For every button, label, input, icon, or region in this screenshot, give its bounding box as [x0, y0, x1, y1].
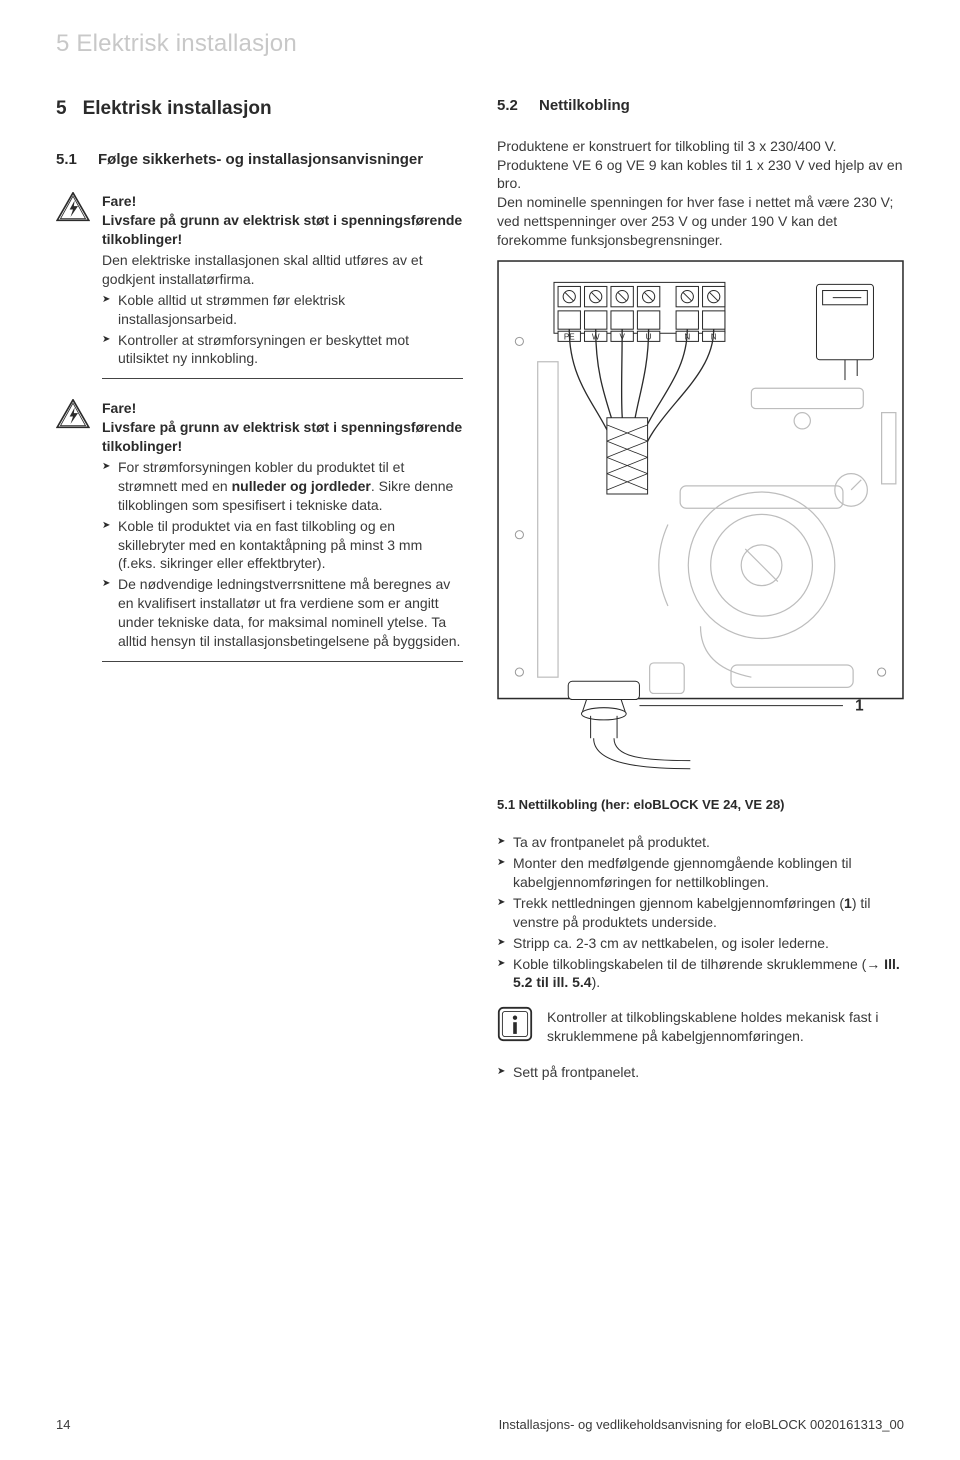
info-icon	[497, 1006, 533, 1047]
page-number: 14	[56, 1416, 70, 1434]
step-item: Sett på frontpanelet.	[497, 1063, 904, 1082]
danger-box-2: Fare! Livsfare på grunn av elektrisk stø…	[56, 399, 463, 662]
final-step-list: Sett på frontpanelet.	[497, 1063, 904, 1082]
fare-title: Fare!	[102, 192, 463, 211]
fare-bullet: Koble til produktet via en fast tilkobli…	[102, 517, 463, 574]
left-column: 5 Elektrisk installasjon 5.1 Følge sikke…	[56, 96, 463, 1082]
intro-paragraph: Produktene er konstruert for tilkobling …	[497, 137, 904, 250]
step-list: Ta av frontpanelet på produktet. Monter …	[497, 833, 904, 992]
two-column-layout: 5 Elektrisk installasjon 5.1 Følge sikke…	[56, 96, 904, 1082]
fare-subtitle: Livsfare på grunn av elektrisk støt i sp…	[102, 211, 463, 249]
right-column: 5.2 Nettilkobling Produktene er konstrue…	[497, 96, 904, 1082]
fare-title: Fare!	[102, 399, 463, 418]
figure-caption: 5.1 Nettilkobling (her: eloBLOCK VE 24, …	[497, 796, 904, 814]
doc-reference: Installasjons- og vedlikeholdsanvisning …	[499, 1416, 904, 1434]
danger-box-1: Fare! Livsfare på grunn av elektrisk stø…	[56, 192, 463, 379]
wiring-diagram: PE W V U N N	[497, 260, 904, 778]
section-number: 5	[56, 96, 67, 122]
step-item: Koble tilkoblingskabelen til de tilhøren…	[497, 955, 904, 993]
svg-text:1: 1	[855, 698, 864, 715]
running-header: 5 Elektrisk installasjon	[56, 28, 904, 60]
info-box: Kontroller at tilkoblingskablene holdes …	[497, 1006, 904, 1047]
fare-bullet: For strømforsyningen kobler du produktet…	[102, 458, 463, 515]
page-footer: 14 Installasjons- og vedlikeholdsanvisni…	[56, 1416, 904, 1434]
section-5-1-heading: 5.1 Følge sikkerhets- og installasjonsan…	[56, 150, 463, 170]
section-5-2-heading: 5.2 Nettilkobling	[497, 96, 904, 116]
section-title: Elektrisk installasjon	[83, 96, 272, 122]
fare-bullet: Koble alltid ut strømmen før elektrisk i…	[102, 291, 463, 329]
fare-bullet: Kontroller at strømforsyningen er beskyt…	[102, 331, 463, 369]
electric-hazard-icon	[56, 399, 90, 429]
info-text: Kontroller at tilkoblingskablene holdes …	[547, 1006, 904, 1047]
subsection-number: 5.2	[497, 96, 525, 116]
step-item: Stripp ca. 2-3 cm av nettkabelen, og iso…	[497, 934, 904, 953]
step-item: Ta av frontpanelet på produktet.	[497, 833, 904, 852]
electric-hazard-icon	[56, 192, 90, 222]
subsection-title: Nettilkobling	[539, 96, 630, 116]
rule	[102, 378, 463, 379]
fare-paragraph: Den elektriske installasjonen skal allti…	[102, 251, 463, 289]
rule	[102, 661, 463, 662]
fare-bullet: De nødvendige ledningstverrsnittene må b…	[102, 575, 463, 651]
subsection-number: 5.1	[56, 150, 84, 170]
subsection-title: Følge sikkerhets- og installasjonsanvisn…	[98, 150, 423, 170]
step-item: Trekk nettledningen gjennom kabelgjennom…	[497, 894, 904, 932]
section-5-heading: 5 Elektrisk installasjon	[56, 96, 463, 122]
step-item: Monter den medfølgende gjennomgående kob…	[497, 854, 904, 892]
fare-subtitle: Livsfare på grunn av elektrisk støt i sp…	[102, 418, 463, 456]
